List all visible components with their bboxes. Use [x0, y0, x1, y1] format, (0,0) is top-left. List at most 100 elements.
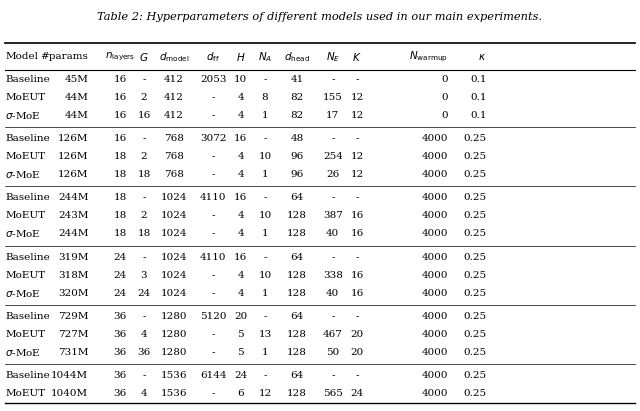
- Text: 128: 128: [287, 271, 307, 280]
- Text: 6144: 6144: [200, 371, 227, 380]
- Text: 0: 0: [442, 75, 448, 84]
- Text: 731M: 731M: [58, 348, 88, 357]
- Text: 320M: 320M: [58, 289, 88, 298]
- Text: -: -: [263, 134, 267, 143]
- Text: 13: 13: [259, 330, 271, 339]
- Text: 0.1: 0.1: [470, 75, 486, 84]
- Text: 319M: 319M: [58, 253, 88, 262]
- Text: 36: 36: [138, 348, 150, 357]
- Text: -: -: [355, 194, 359, 203]
- Text: 50: 50: [326, 348, 339, 357]
- Text: $K$: $K$: [353, 51, 362, 63]
- Text: 10: 10: [259, 271, 271, 280]
- Text: -: -: [263, 253, 267, 262]
- Text: 387: 387: [323, 211, 343, 220]
- Text: 4: 4: [237, 111, 244, 120]
- Text: $d_{\mathrm{model}}$: $d_{\mathrm{model}}$: [159, 50, 189, 64]
- Text: $\sigma$-MoE: $\sigma$-MoE: [5, 229, 41, 240]
- Text: $d_{\mathrm{head}}$: $d_{\mathrm{head}}$: [284, 50, 310, 64]
- Text: 16: 16: [351, 211, 364, 220]
- Text: -: -: [263, 75, 267, 84]
- Text: Baseline: Baseline: [5, 312, 50, 321]
- Text: 4: 4: [141, 330, 147, 339]
- Text: 128: 128: [287, 211, 307, 220]
- Text: $N_{\mathrm{warmup}}$: $N_{\mathrm{warmup}}$: [409, 50, 448, 64]
- Text: -: -: [355, 312, 359, 321]
- Text: -: -: [355, 134, 359, 143]
- Text: 0.25: 0.25: [463, 194, 486, 203]
- Text: -: -: [211, 152, 215, 161]
- Text: 729M: 729M: [58, 312, 88, 321]
- Text: 16: 16: [114, 93, 127, 102]
- Text: $\sigma$-MoE: $\sigma$-MoE: [5, 288, 41, 299]
- Text: 20: 20: [351, 330, 364, 339]
- Text: 0.25: 0.25: [463, 348, 486, 357]
- Text: Baseline: Baseline: [5, 194, 50, 203]
- Text: 4000: 4000: [422, 371, 448, 380]
- Text: 41: 41: [291, 75, 303, 84]
- Text: 24: 24: [114, 271, 127, 280]
- Text: 16: 16: [114, 75, 127, 84]
- Text: 24: 24: [114, 289, 127, 298]
- Text: 18: 18: [114, 229, 127, 238]
- Text: 1280: 1280: [161, 312, 188, 321]
- Text: 318M: 318M: [58, 271, 88, 280]
- Text: 128: 128: [287, 330, 307, 339]
- Text: 18: 18: [114, 170, 127, 179]
- Text: 1: 1: [262, 229, 268, 238]
- Text: 12: 12: [259, 389, 271, 398]
- Text: MoEUT: MoEUT: [5, 330, 45, 339]
- Text: 0.25: 0.25: [463, 170, 486, 179]
- Text: -: -: [211, 389, 215, 398]
- Text: 4: 4: [237, 289, 244, 298]
- Text: 4000: 4000: [422, 289, 448, 298]
- Text: -: -: [211, 93, 215, 102]
- Text: 48: 48: [291, 134, 303, 143]
- Text: 82: 82: [291, 111, 303, 120]
- Text: 4000: 4000: [422, 271, 448, 280]
- Text: 16: 16: [114, 134, 127, 143]
- Text: $\sigma$-MoE: $\sigma$-MoE: [5, 110, 41, 121]
- Text: 20: 20: [351, 348, 364, 357]
- Text: 16: 16: [351, 289, 364, 298]
- Text: 64: 64: [291, 253, 303, 262]
- Text: 24: 24: [114, 253, 127, 262]
- Text: 2: 2: [141, 211, 147, 220]
- Text: -: -: [142, 312, 146, 321]
- Text: -: -: [331, 312, 335, 321]
- Text: 4000: 4000: [422, 348, 448, 357]
- Text: 24: 24: [234, 371, 247, 380]
- Text: 12: 12: [351, 170, 364, 179]
- Text: 1280: 1280: [161, 348, 188, 357]
- Text: 243M: 243M: [58, 211, 88, 220]
- Text: 12: 12: [351, 152, 364, 161]
- Text: 24: 24: [351, 389, 364, 398]
- Text: -: -: [211, 211, 215, 220]
- Text: 5120: 5120: [200, 312, 227, 321]
- Text: 1: 1: [262, 111, 268, 120]
- Text: 18: 18: [138, 229, 150, 238]
- Text: 3: 3: [141, 271, 147, 280]
- Text: 36: 36: [114, 312, 127, 321]
- Text: 17: 17: [326, 111, 339, 120]
- Text: -: -: [331, 371, 335, 380]
- Text: $d_{\mathrm{ff}}$: $d_{\mathrm{ff}}$: [206, 50, 220, 64]
- Text: MoEUT: MoEUT: [5, 211, 45, 220]
- Text: 96: 96: [291, 152, 303, 161]
- Text: 5: 5: [237, 348, 244, 357]
- Text: 36: 36: [114, 389, 127, 398]
- Text: 18: 18: [114, 152, 127, 161]
- Text: -: -: [355, 371, 359, 380]
- Text: 4: 4: [141, 389, 147, 398]
- Text: 565: 565: [323, 389, 343, 398]
- Text: Table 2: Hyperparameters of different models used in our main experiments.: Table 2: Hyperparameters of different mo…: [97, 12, 543, 21]
- Text: 8: 8: [262, 93, 268, 102]
- Text: 36: 36: [114, 371, 127, 380]
- Text: 4000: 4000: [422, 170, 448, 179]
- Text: -: -: [142, 134, 146, 143]
- Text: 16: 16: [234, 134, 247, 143]
- Text: 44M: 44M: [65, 93, 88, 102]
- Text: 254: 254: [323, 152, 343, 161]
- Text: 4000: 4000: [422, 211, 448, 220]
- Text: 64: 64: [291, 312, 303, 321]
